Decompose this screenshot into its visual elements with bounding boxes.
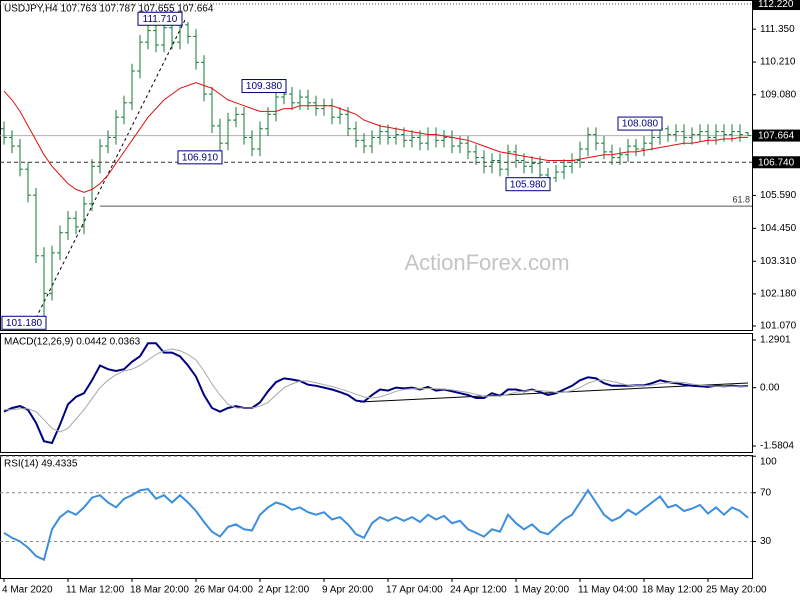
- level-label: 107.664: [758, 131, 795, 142]
- watermark: ActionForex.com: [404, 250, 569, 275]
- annotation-box: [241, 79, 287, 94]
- x-tick-label: 25 May 20:00: [706, 585, 767, 596]
- panel-title: RSI(14) 49.4335: [4, 459, 78, 470]
- frames: [0, 0, 753, 579]
- y-tick-label: 105.590: [760, 190, 797, 201]
- series-line: [3, 342, 749, 445]
- y-tick-label: 104.450: [760, 223, 797, 234]
- x-tick-label: 4 Mar 2020: [2, 585, 53, 596]
- annotation-box: [617, 116, 663, 131]
- y-tick-label: 70: [760, 487, 772, 498]
- y-tick-label: 0.00: [760, 382, 780, 393]
- series-line: [3, 488, 749, 562]
- panel-title: MACD(12,26,9) 0.0442 0.0363: [4, 337, 141, 348]
- x-tick-label: 2 Apr 12:00: [258, 585, 310, 596]
- macd-frame: [0, 333, 753, 453]
- annotation-label: 106.910: [182, 152, 219, 163]
- level-label: 112.220: [758, 0, 794, 10]
- level-label: 106.740: [758, 157, 795, 168]
- annotation-box: [177, 150, 223, 165]
- y-tick-label: 103.310: [760, 256, 797, 267]
- x-tick-label: 1 May 20:00: [514, 585, 569, 596]
- fib-label: 61.8: [732, 195, 750, 205]
- y-tick-label: 111.350: [760, 24, 795, 35]
- level-label-bg: [753, 0, 800, 11]
- y-tick-label: 30: [760, 536, 772, 547]
- panel-title: USDJPY,H4 107.763 107.787 107.655 107.66…: [4, 4, 214, 15]
- x-tick-label: 11 May 04:00: [578, 585, 638, 596]
- rsi-frame: [0, 455, 753, 579]
- y-tick-label: 1.2901: [760, 335, 791, 346]
- y-tick-label: 110.210: [760, 57, 796, 68]
- annotation-label: 101.180: [6, 318, 43, 329]
- level-label-bg: [753, 156, 800, 169]
- annotation-label: 105.980: [510, 179, 547, 190]
- x-tick-label: 24 Apr 12:00: [450, 585, 507, 596]
- level-label-bg: [753, 129, 800, 142]
- y-tick-label: 102.180: [760, 289, 797, 300]
- y-tick-label: -1.5804: [760, 441, 794, 452]
- price-frame: [0, 0, 753, 331]
- x-tick-label: 18 Mar 20:00: [130, 585, 189, 596]
- series-line: [4, 348, 749, 433]
- annotation-box: [505, 177, 551, 192]
- annotation-label: 108.080: [622, 119, 659, 130]
- annotation-label: 109.380: [246, 81, 283, 92]
- x-tick-label: 17 Apr 04:00: [386, 585, 443, 596]
- annotation-box: [1, 315, 47, 330]
- x-tick-label: 18 May 12:00: [642, 585, 703, 596]
- x-tick-label: 11 Mar 12:00: [66, 585, 125, 596]
- y-tick-label: 109.080: [760, 89, 797, 100]
- trend-line: [35, 17, 187, 319]
- moving-average: [3, 82, 748, 193]
- annotation-label: 111.710: [143, 14, 178, 25]
- y-tick-label: 100: [760, 457, 777, 468]
- x-tick-label: 9 Apr 20:00: [322, 585, 374, 596]
- y-tick-label: 101.070: [760, 321, 797, 332]
- annotation-box: [137, 11, 183, 26]
- x-tick-label: 26 Mar 04:00: [194, 585, 253, 596]
